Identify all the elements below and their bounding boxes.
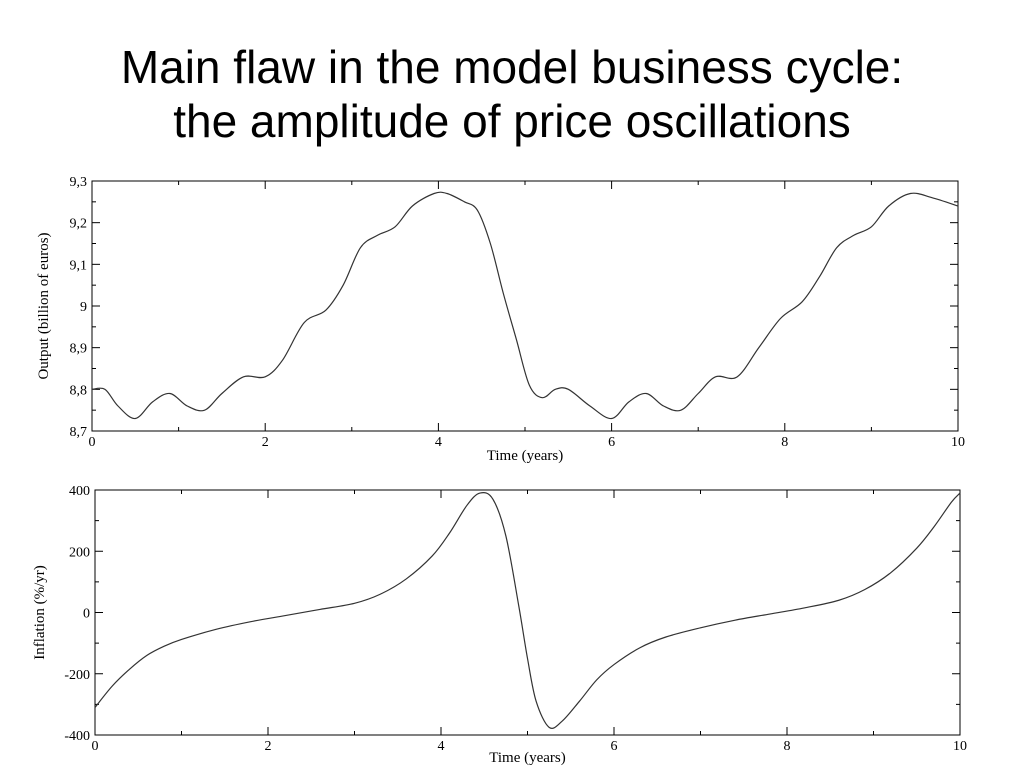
inflation-x-tick-label: 2 — [265, 739, 272, 754]
output-y-tick-label: 9,1 — [70, 258, 88, 273]
output-y-tick-label: 9,2 — [70, 217, 88, 232]
output-x-tick-label: 2 — [262, 435, 269, 450]
inflation-x-tick-label: 0 — [92, 739, 99, 754]
output-x-tick-label: 8 — [781, 435, 788, 450]
inflation-x-axis-title: Time (years) — [489, 750, 566, 766]
output-chart-group: 0 2 4 6 8 10 8,7 8,8 8,9 9 9,1 9,2 9,3 Time (years) Ou… — [36, 175, 965, 464]
output-x-tick-label: 10 — [951, 435, 965, 450]
inflation-x-tick-label: 4 — [438, 739, 445, 754]
inflation-series-line — [94, 491, 961, 729]
output-series-line — [91, 191, 959, 420]
output-y-axis-title: Output (billion of euros) — [36, 232, 52, 379]
slide-title: Main flaw in the model business cycle: t… — [0, 40, 1024, 148]
inflation-y-tick-label: -400 — [64, 729, 90, 744]
output-y-tick-label: 8,9 — [70, 342, 88, 357]
inflation-chart-group: 0 2 4 6 8 10 -400 -200 0 200 400 Time (years) Inflat… — [32, 484, 967, 766]
inflation-y-tick-label: 200 — [69, 545, 90, 560]
output-y-tick-label: 9 — [80, 300, 87, 315]
output-y-tick-label: 9,3 — [70, 175, 88, 190]
output-x-tick-label: 0 — [89, 435, 96, 450]
output-x-tick-label: 4 — [435, 435, 442, 450]
slide-title-line-2: the amplitude of price oscillations — [173, 95, 851, 147]
inflation-y-tick-label: -200 — [64, 668, 90, 683]
slide-title-line-1: Main flaw in the model business cycle: — [120, 41, 904, 93]
output-y-tick-label: 8,7 — [70, 425, 88, 440]
inflation-y-axis-title: Inflation (%/yr) — [32, 565, 48, 660]
inflation-y-tick-label: 0 — [83, 607, 90, 622]
output-x-tick-label: 6 — [608, 435, 615, 450]
inflation-plot-frame — [94, 489, 961, 736]
output-y-tick-label: 8,8 — [70, 383, 88, 398]
inflation-y-tick-label: 400 — [69, 484, 90, 499]
inflation-x-tick-label: 10 — [953, 739, 967, 754]
output-x-axis-title: Time (years) — [487, 448, 564, 464]
inflation-x-tick-label: 6 — [611, 739, 618, 754]
inflation-x-tick-label: 8 — [784, 739, 791, 754]
